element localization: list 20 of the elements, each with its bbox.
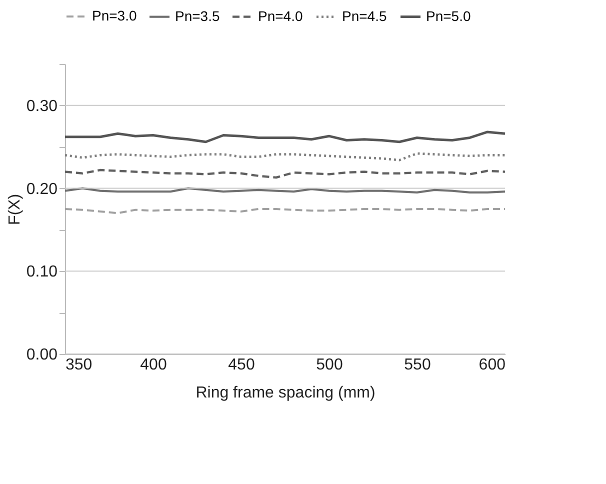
x-tick-label: 350 [66, 356, 92, 374]
x-axis-title: Ring frame spacing (mm) [196, 384, 376, 402]
line-series [64, 152, 506, 162]
x-tick-label: 600 [478, 356, 506, 374]
y-tick-label: 0.20 [26, 180, 58, 198]
x-tick-label: 400 [140, 356, 167, 374]
y-tick-label: 0.10 [26, 264, 58, 281]
y-tick-label: 0.30 [26, 98, 58, 115]
y-axis-title: F(X) [6, 194, 24, 226]
x-tick-label: 550 [404, 356, 431, 374]
x-tick-label: 450 [228, 356, 255, 374]
legend-label: Pn=4.5 [342, 8, 387, 24]
line-series [64, 130, 506, 144]
y-tick-label: 0.00 [26, 346, 58, 364]
x-tick-label: 500 [316, 356, 343, 374]
legend-label: Pn=3.0 [92, 8, 137, 24]
line-series [64, 168, 506, 179]
legend-label: Pn=4.0 [258, 8, 303, 24]
legend-label: Pn=3.5 [175, 8, 220, 24]
legend-label: Pn=5.0 [426, 8, 471, 24]
